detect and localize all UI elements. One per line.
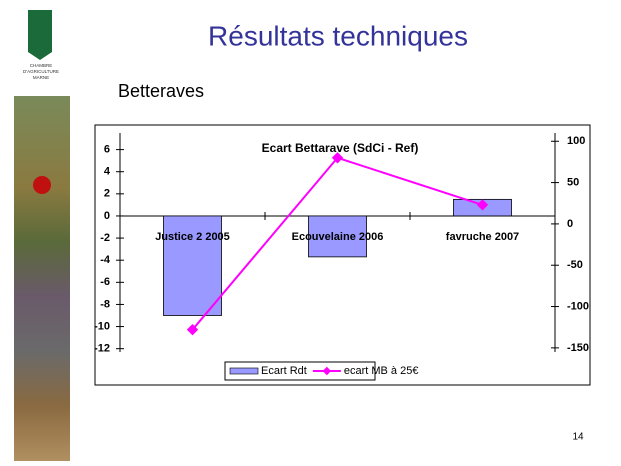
y-tick-label: 4 bbox=[104, 166, 111, 178]
marker bbox=[186, 324, 199, 336]
y-tick-label: 2 bbox=[104, 188, 110, 200]
photo-strip bbox=[14, 96, 70, 461]
y-tick-label: -10 bbox=[94, 320, 110, 332]
slide-subtitle: Betteraves bbox=[118, 81, 204, 101]
logo-text: D'AGRICULTURE bbox=[23, 69, 59, 74]
x-tick-label: favruche 2007 bbox=[446, 231, 519, 243]
y-tick-label: -12 bbox=[94, 343, 110, 355]
y-tick-label: -4 bbox=[100, 254, 111, 266]
marker bbox=[476, 199, 489, 211]
y2-tick-label: -150 bbox=[567, 342, 589, 354]
y-tick-label: -8 bbox=[100, 298, 110, 310]
marker bbox=[331, 152, 344, 164]
y-tick-label: 6 bbox=[104, 143, 110, 155]
bar bbox=[163, 215, 222, 316]
x-tick-label: Ecouvelaine 2006 bbox=[292, 231, 384, 243]
slide-title: Résultats techniques bbox=[208, 20, 468, 51]
legend-box bbox=[224, 361, 376, 381]
y-tick-label: -2 bbox=[100, 232, 110, 244]
legend-swatch bbox=[322, 366, 332, 376]
legend-label: ecart MB à 25€ bbox=[344, 365, 419, 377]
legend-label: Ecart Rdt bbox=[261, 365, 307, 377]
ladybug bbox=[33, 176, 51, 194]
legend-swatch bbox=[229, 367, 259, 375]
logo-shield bbox=[28, 10, 52, 60]
logo-text: MARNE bbox=[33, 75, 49, 80]
y2-tick-label: 100 bbox=[567, 135, 585, 147]
y2-tick-label: 50 bbox=[567, 176, 579, 188]
y2-tick-label: -50 bbox=[567, 259, 583, 271]
logo-text: CHAMBRE bbox=[30, 63, 53, 68]
x-tick-label: Justice 2 2005 bbox=[155, 231, 230, 243]
y2-tick-label: -100 bbox=[567, 300, 589, 312]
bar bbox=[308, 215, 367, 258]
page-number: 14 bbox=[572, 432, 584, 443]
y-tick-label: 0 bbox=[104, 210, 110, 222]
chart-title: Ecart Bettarave (SdCi - Ref) bbox=[262, 141, 419, 155]
y2-tick-label: 0 bbox=[567, 218, 573, 230]
y-tick-label: -6 bbox=[100, 276, 110, 288]
